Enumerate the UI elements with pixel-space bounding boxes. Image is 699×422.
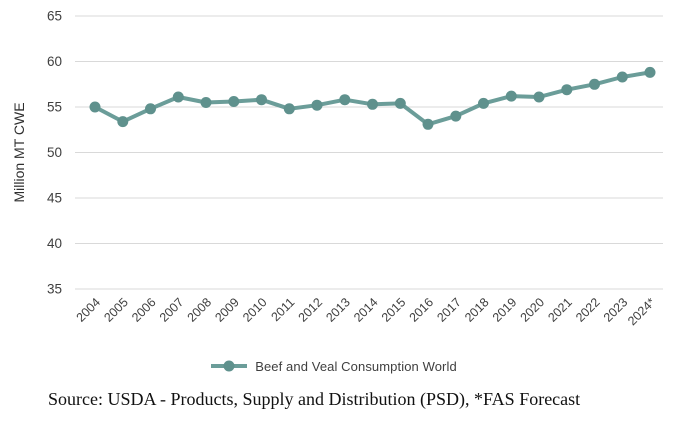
data-point <box>367 98 378 110</box>
data-point <box>283 103 295 115</box>
data-point <box>589 78 600 90</box>
data-point <box>145 103 156 115</box>
x-tick-label: 2016 <box>407 295 437 325</box>
source-note: Source: USDA - Products, Supply and Dist… <box>48 389 581 409</box>
data-point <box>339 94 351 106</box>
data-point <box>644 66 656 78</box>
chart-legend: Beef and Veal Consumption World <box>0 354 667 378</box>
data-point <box>561 84 573 96</box>
y-tick-label: 45 <box>47 191 62 206</box>
y-tick-label: 50 <box>47 145 62 160</box>
y-tick-label: 55 <box>47 100 62 115</box>
x-tick-label: 2013 <box>323 295 353 325</box>
data-point <box>505 90 517 102</box>
legend-line-marker-icon <box>211 360 248 372</box>
x-tick-label: 2007 <box>157 295 187 325</box>
y-tick-label: 65 <box>47 9 62 24</box>
data-point <box>616 71 628 83</box>
data-point <box>450 110 462 122</box>
data-point <box>89 101 101 113</box>
x-tick-label: 2022 <box>573 295 603 325</box>
x-tick-label: 2018 <box>462 295 492 325</box>
y-axis-title: Million MT CWE <box>11 102 27 202</box>
data-point <box>117 116 129 128</box>
data-point <box>311 99 323 111</box>
data-point <box>422 118 434 130</box>
x-tick-label: 2020 <box>518 295 548 325</box>
data-point <box>533 91 545 103</box>
x-tick-label: 2024* <box>625 295 658 328</box>
x-tick-label: 2012 <box>296 295 326 325</box>
x-tick-label: 2004 <box>74 295 104 325</box>
y-tick-label: 35 <box>47 282 62 297</box>
x-tick-label: 2010 <box>240 295 270 325</box>
x-tick-label: 2017 <box>434 295 464 325</box>
x-tick-label: 2011 <box>268 295 297 324</box>
data-point <box>172 91 184 103</box>
line-chart-plot-area: 35 40 45 50 55 60 65 Million MT CWE 200420052006… <box>11 9 663 328</box>
data-point <box>228 96 240 107</box>
x-tick-label: 2015 <box>379 295 409 325</box>
legend-item-beef-veal-consumption: Beef and Veal Consumption World <box>210 359 457 374</box>
x-tick-label: 2014 <box>351 295 381 325</box>
y-tick-label: 40 <box>47 236 62 251</box>
data-point <box>200 97 212 108</box>
x-tick-label: 2005 <box>101 295 131 325</box>
y-tick-label: 60 <box>47 54 62 69</box>
data-point <box>256 94 267 106</box>
x-tick-label: 2009 <box>212 295 242 325</box>
legend-series-label: Beef and Veal Consumption World <box>255 358 457 374</box>
data-point <box>394 97 406 109</box>
x-tick-label: 2019 <box>490 295 520 325</box>
x-tick-label: 2006 <box>129 295 159 325</box>
x-tick-label: 2021 <box>545 295 575 325</box>
x-tick-label: 2008 <box>185 295 215 325</box>
data-point <box>478 97 489 109</box>
